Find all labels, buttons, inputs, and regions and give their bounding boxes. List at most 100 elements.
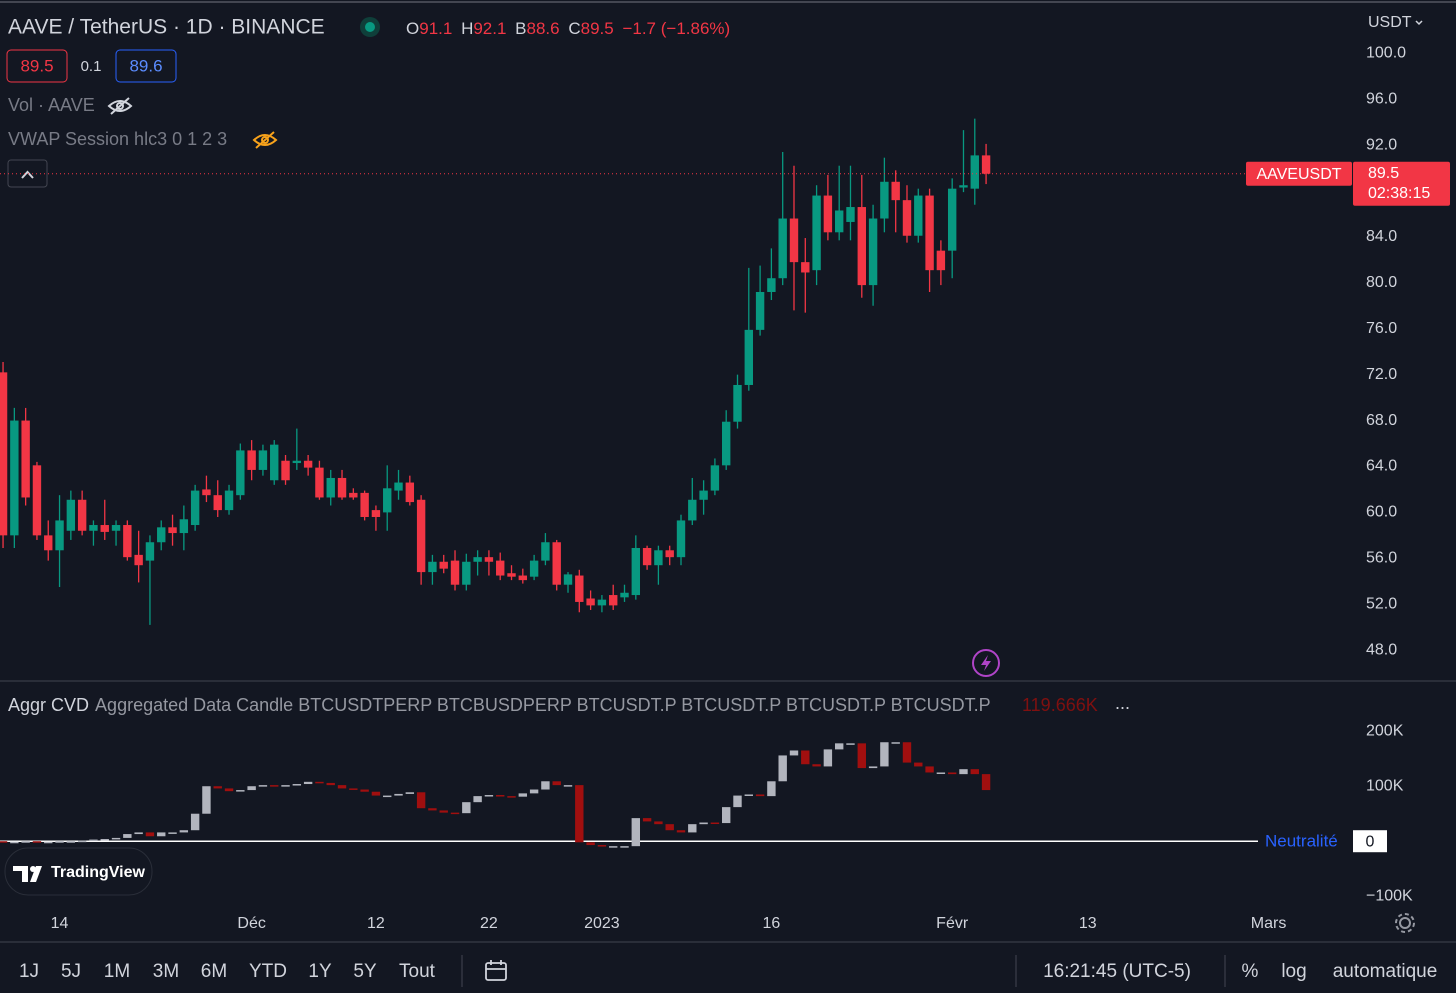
scale-option[interactable]: log [1281, 961, 1306, 982]
candle-body [450, 560, 460, 585]
y-tick-label: 60.0 [1366, 504, 1397, 521]
candle-body [258, 450, 268, 470]
candle-body [77, 840, 87, 843]
candle-body [665, 824, 674, 831]
indicator-label: VWAP Session hlc3 0 1 2 3 [8, 129, 227, 149]
candle-body [236, 450, 245, 496]
watermark-text: TradingView [51, 864, 146, 881]
candle-body [168, 832, 177, 834]
candle-body [439, 561, 448, 569]
candle-body [337, 785, 347, 789]
settings-icon[interactable] [1395, 913, 1415, 933]
candle-body [89, 839, 98, 842]
candle-body [654, 821, 663, 825]
price-tag: 89.5 [1368, 165, 1399, 182]
clock[interactable]: 16:21:45 (UTC-5) [1043, 961, 1191, 982]
candle-body [507, 796, 516, 798]
sell-price[interactable]: 89.5 [20, 56, 53, 75]
hidden-eye-icon[interactable] [252, 131, 278, 149]
candle-body [529, 560, 539, 577]
date-range-icon[interactable] [485, 960, 507, 981]
y-tick-label: 72.0 [1366, 366, 1397, 383]
scale-option[interactable]: automatique [1333, 961, 1438, 982]
candle-body [767, 781, 776, 797]
candle-body [145, 542, 155, 561]
candle-body [55, 520, 64, 551]
currency-label[interactable]: USDT [1368, 14, 1412, 31]
sell-button[interactable] [6, 49, 68, 83]
y-tick-label: 200K [1366, 722, 1404, 739]
range-button[interactable]: 5Y [353, 961, 377, 982]
candle-body [157, 832, 166, 837]
candle-body [428, 561, 437, 573]
candle-body [213, 786, 222, 789]
candle-body [620, 846, 629, 848]
candle-body [936, 250, 946, 271]
candle-body [111, 525, 121, 531]
range-button[interactable]: 3M [153, 961, 179, 982]
candle-body [100, 525, 109, 532]
candle-body [281, 460, 290, 481]
candle-body [563, 785, 573, 787]
cvd-more[interactable]: ... [1115, 693, 1130, 713]
x-tick-label: 2023 [584, 915, 620, 932]
scale-option[interactable]: % [1242, 961, 1259, 982]
range-button[interactable]: 1Y [308, 961, 332, 982]
hidden-eye-icon[interactable] [107, 97, 133, 115]
candle-body [518, 575, 528, 581]
price-tag-box [1353, 161, 1450, 206]
candle-body [303, 781, 313, 785]
watermark[interactable]: TradingView [4, 847, 153, 896]
collapse-button[interactable] [7, 159, 48, 188]
y-tick-label: −100K [1366, 887, 1413, 904]
candle-body [405, 482, 415, 503]
candle-body [270, 444, 279, 481]
price-change: −1.7 (−1.86%) [622, 19, 730, 38]
x-tick-label: 22 [480, 915, 498, 932]
candle-body [586, 842, 595, 846]
range-button[interactable]: 5J [61, 961, 81, 982]
countdown: 02:38:15 [1368, 185, 1430, 202]
buy-price[interactable]: 89.6 [129, 56, 162, 75]
candle-body [552, 542, 561, 585]
candle-body [891, 181, 900, 201]
y-tick-label: 56.0 [1366, 550, 1397, 567]
y-tick-label: 96.0 [1366, 90, 1397, 107]
candle-body [857, 743, 866, 769]
candle-body [44, 535, 53, 551]
candle-body [755, 794, 765, 797]
candle-body [868, 218, 878, 286]
x-tick-label: 14 [51, 915, 69, 932]
candle-body [744, 794, 753, 796]
candle-body [552, 781, 561, 786]
candle-body [665, 550, 674, 558]
candle-body [394, 793, 403, 796]
candle-body [891, 742, 900, 744]
x-tick-label: 16 [762, 915, 780, 932]
candle-body [947, 188, 957, 251]
candle-body [936, 772, 946, 774]
candle-body [394, 482, 403, 491]
symbol-tag: AAVEUSDT [1256, 166, 1341, 183]
range-button[interactable]: 1J [19, 961, 39, 982]
candle-body [721, 807, 731, 824]
candle-body [631, 818, 641, 847]
range-button[interactable]: YTD [249, 961, 287, 982]
candle-body [642, 547, 652, 566]
buy-button[interactable] [115, 49, 177, 83]
candle-body [575, 785, 584, 843]
y-tick-label: 64.0 [1366, 458, 1397, 475]
candle-body [134, 554, 143, 566]
candle-body [609, 846, 618, 848]
candle-body [620, 592, 629, 598]
candle-body [326, 477, 335, 498]
candle-body [857, 207, 866, 286]
candle-body [32, 841, 42, 843]
range-button[interactable]: 6M [201, 961, 227, 982]
range-button[interactable]: 1M [104, 961, 130, 982]
ohlc-value: 91.1 [419, 19, 452, 38]
candle-body [405, 792, 415, 794]
range-button[interactable]: Tout [399, 961, 436, 982]
alert-icon[interactable] [972, 649, 1000, 677]
candle-body [0, 841, 8, 843]
